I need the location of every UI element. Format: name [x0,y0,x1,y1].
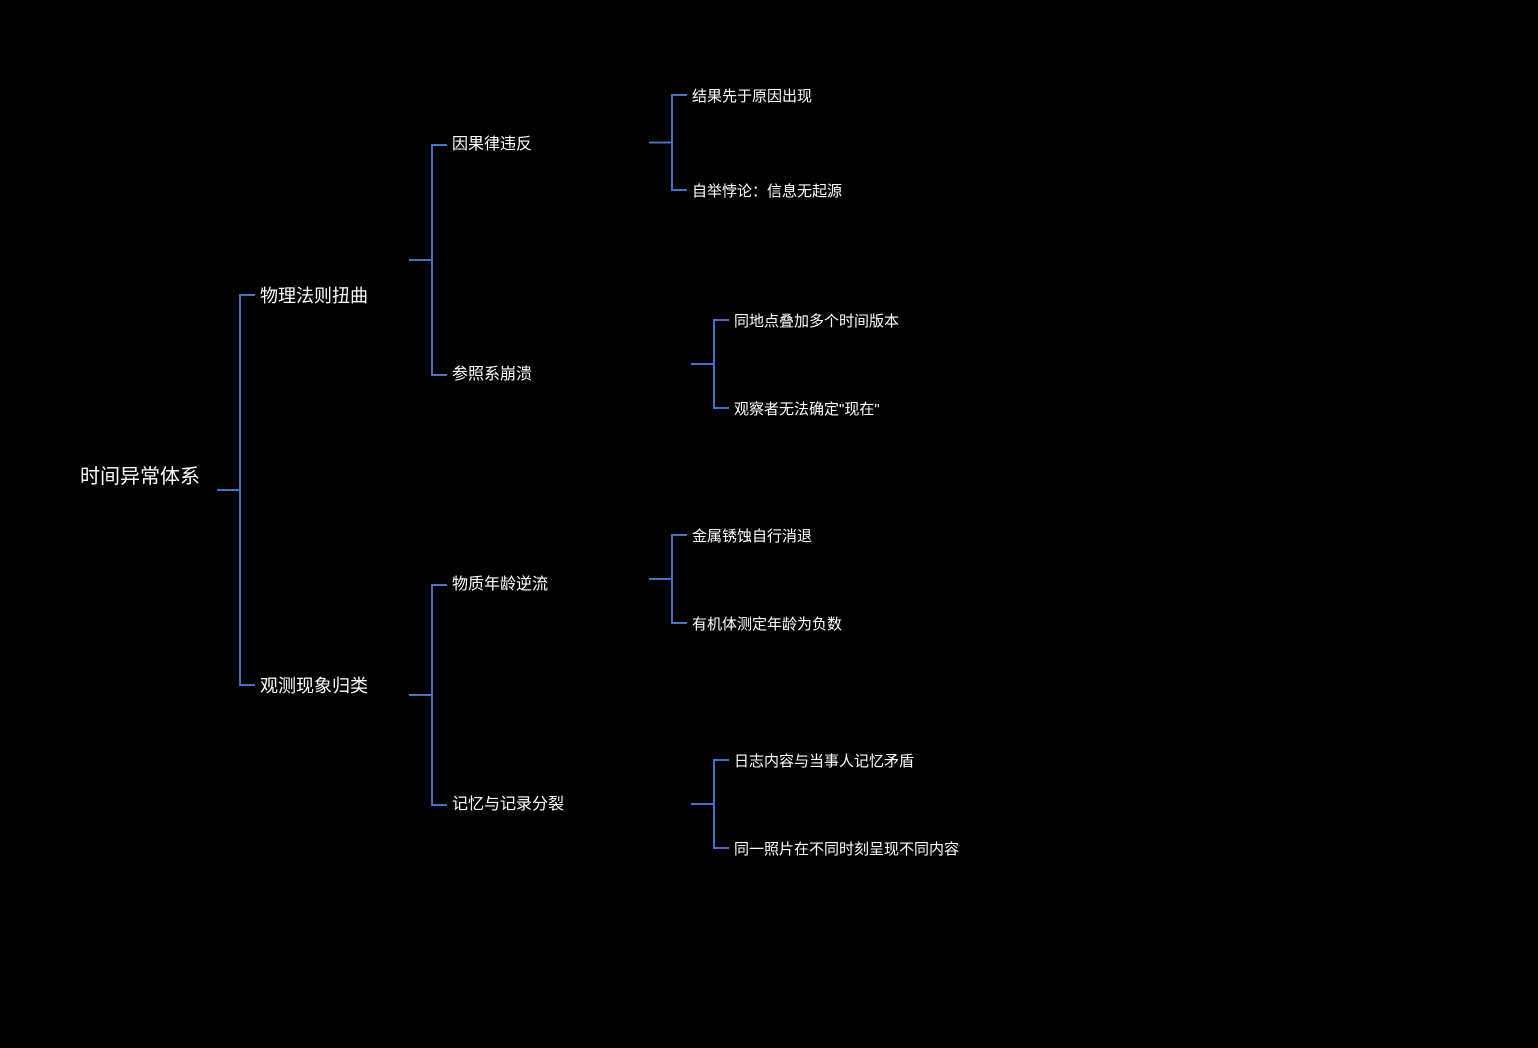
node-root-0-1: 参照系崩溃 [452,365,532,385]
node-root-0: 物理法则扭曲 [260,285,368,308]
node-root-1-1-0: 日志内容与当事人记忆矛盾 [734,753,914,772]
node-root-0-1-1: 观察者无法确定"现在" [734,401,880,420]
node-root-1-0-0: 金属锈蚀自行消退 [692,528,812,547]
node-root-1-0-1: 有机体测定年龄为负数 [692,616,842,635]
node-root-1: 观测现象归类 [260,675,368,698]
node-root-0-0-0: 结果先于原因出现 [692,88,812,107]
node-root: 时间异常体系 [80,465,200,490]
node-root-0-0-1: 自举悖论：信息无起源 [692,183,842,202]
node-root-0-0: 因果律违反 [452,135,532,155]
bracket-lines [0,0,1538,1048]
node-root-1-1: 记忆与记录分裂 [452,795,564,815]
node-root-1-1-1: 同一照片在不同时刻呈现不同内容 [734,841,959,860]
diagram-stage: 时间异常体系 物理法则扭曲 因果律违反 结果先于原因出现自举悖论：信息无起源参照系崩溃… [0,0,1538,1048]
node-root-1-0: 物质年龄逆流 [452,575,548,595]
node-root-0-1-0: 同地点叠加多个时间版本 [734,313,899,332]
